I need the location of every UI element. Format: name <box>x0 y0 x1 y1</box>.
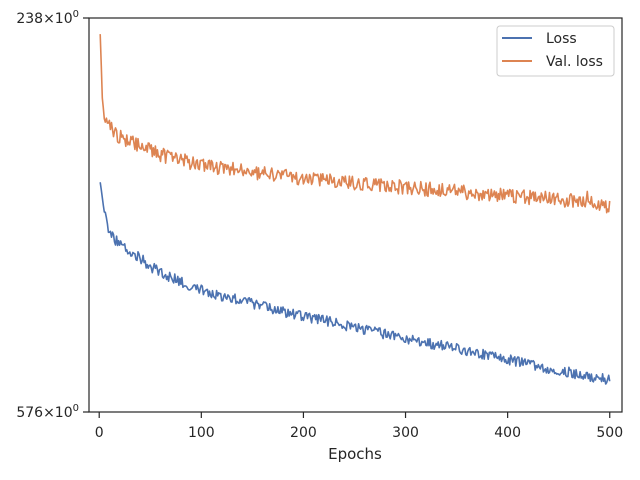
series-line-val-loss <box>99 34 611 214</box>
x-axis-label: Epochs <box>328 445 382 463</box>
y-tick-label: 238×100 <box>16 9 79 27</box>
x-tick-label: 300 <box>392 425 419 441</box>
x-tick-label: 200 <box>290 425 317 441</box>
x-tick-label: 500 <box>596 425 623 441</box>
series-line-loss <box>99 182 611 385</box>
legend-label-loss: Loss <box>546 31 577 47</box>
plot-area <box>88 17 623 413</box>
legend-label-val-loss: Val. loss <box>546 54 603 70</box>
y-tick-label: 576×100 <box>16 403 79 421</box>
series-layer <box>99 34 611 385</box>
x-tick-label: 400 <box>494 425 521 441</box>
x-tick-label: 100 <box>188 425 215 441</box>
legend: Loss Val. loss <box>496 25 615 77</box>
x-tick-label: 0 <box>95 425 104 441</box>
y-axis-ticks: 238×100 576×100 <box>16 9 89 421</box>
x-axis-ticks: 0 100 200 300 400 500 <box>95 412 623 441</box>
